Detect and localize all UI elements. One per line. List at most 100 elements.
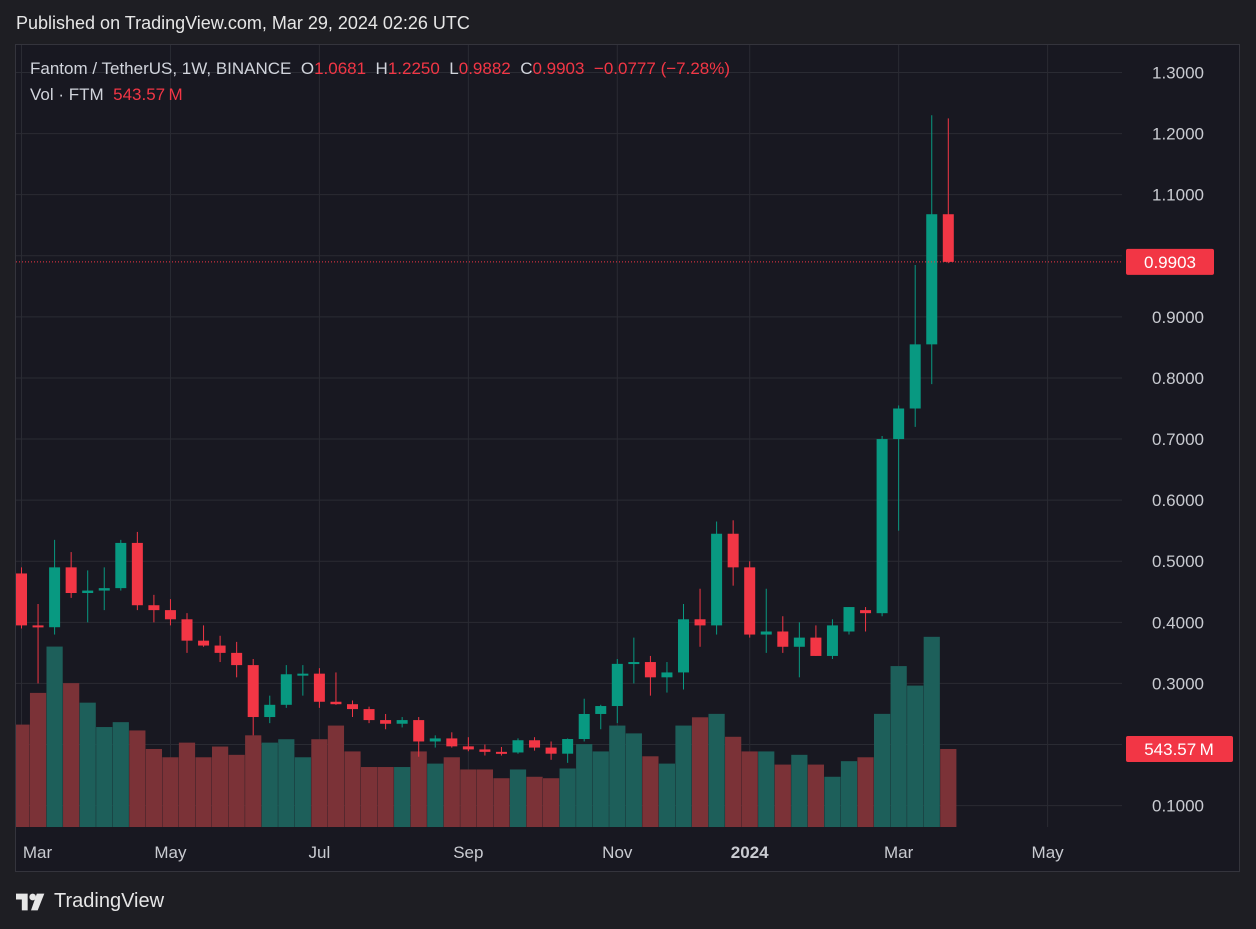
candle-body <box>264 704 276 718</box>
volume-label[interactable]: Vol · FTM <box>30 85 104 104</box>
price-tick-label: 0.4000 <box>1152 613 1204 632</box>
candle-body <box>131 542 143 606</box>
candle-body <box>363 709 375 721</box>
volume-bar <box>96 727 113 827</box>
time-tick-label: Jul <box>309 843 331 862</box>
time-tick-label: Mar <box>884 843 914 862</box>
volume-bar <box>29 692 47 827</box>
candle-body <box>330 701 342 705</box>
candle-body <box>198 640 210 646</box>
volume-bar <box>145 748 162 827</box>
open-label: O <box>300 59 315 78</box>
volume-bar <box>625 733 642 827</box>
candle-body <box>413 720 425 742</box>
candle-body <box>446 738 458 747</box>
volume-bar <box>245 735 262 827</box>
candle-body <box>65 567 77 594</box>
ohlc-legend: Fantom / TetherUS, 1W, BINANCE O1.0681 H… <box>30 59 730 79</box>
candle-body <box>545 747 557 754</box>
candle-body <box>876 439 888 614</box>
candle-body <box>810 637 822 656</box>
volume-bar <box>195 757 212 827</box>
candle-body <box>711 533 723 626</box>
volume-bar <box>609 725 626 827</box>
candle-body <box>429 738 441 742</box>
volume-bar <box>178 742 196 827</box>
price-chart[interactable]: 0.10000.20000.30000.40000.50000.60000.70… <box>16 45 1239 871</box>
candle-body <box>644 662 656 678</box>
candle-body <box>578 713 590 740</box>
last-price-label: 0.9903 <box>1144 253 1196 272</box>
volume-bar <box>162 757 179 827</box>
volume-bar <box>410 751 427 827</box>
volume-bar <box>360 767 378 827</box>
volume-bar <box>543 778 560 827</box>
price-tick-label: 1.1000 <box>1152 186 1204 205</box>
volume-bar <box>675 725 692 827</box>
volume-bar <box>824 776 841 827</box>
price-tick-label: 0.7000 <box>1152 430 1204 449</box>
candle-body <box>297 673 309 676</box>
published-caption: Published on TradingView.com, Mar 29, 20… <box>16 13 470 33</box>
volume-bar <box>278 739 295 827</box>
price-tick-label: 0.3000 <box>1152 674 1204 693</box>
candle-body <box>164 610 176 620</box>
symbol-label[interactable]: Fantom / TetherUS, 1W, BINANCE <box>30 59 292 78</box>
volume-bar <box>658 763 676 827</box>
candle-body <box>462 746 474 750</box>
volume-bar <box>509 769 527 827</box>
volume-bar <box>311 739 328 827</box>
candle-body <box>32 625 44 628</box>
volume-bar <box>344 751 361 827</box>
candle-body <box>495 751 507 754</box>
volume-bar <box>758 751 775 827</box>
volume-bar <box>526 776 543 827</box>
volume-bar <box>691 717 709 827</box>
candle-body <box>926 214 938 345</box>
close-value: 0.9903 <box>532 59 585 78</box>
volume-bar <box>294 757 311 827</box>
candle-body <box>396 720 408 724</box>
candle-body <box>115 542 127 589</box>
candle-body <box>942 214 954 262</box>
candle-body <box>148 605 160 611</box>
price-tick-label: 1.2000 <box>1152 125 1204 144</box>
candle-body <box>280 674 292 705</box>
volume-bar <box>840 761 858 827</box>
volume-bar <box>857 757 874 827</box>
volume-bar <box>642 756 659 827</box>
candle-body <box>843 607 855 632</box>
volume-bar <box>377 767 394 827</box>
last-volume-label: 543.57 M <box>1144 740 1214 759</box>
volume-bar <box>725 736 742 827</box>
chart-panel[interactable]: 0.10000.20000.30000.40000.50000.60000.70… <box>15 44 1240 872</box>
tradingview-logo-icon <box>16 893 45 910</box>
candle-body <box>479 749 491 752</box>
time-tick-label: May <box>154 843 187 862</box>
candle-body <box>909 344 921 409</box>
candle-body <box>793 637 805 647</box>
candle-body <box>529 740 541 748</box>
candle-body <box>826 625 838 656</box>
volume-bar <box>708 713 725 827</box>
time-tick-label: May <box>1032 843 1065 862</box>
volume-bar <box>212 746 229 827</box>
candle-body <box>214 645 226 653</box>
volume-bar <box>427 763 444 827</box>
volume-bar <box>327 725 345 827</box>
volume-bar <box>559 768 576 827</box>
open-value: 1.0681 <box>314 59 367 78</box>
candle-body <box>181 619 193 641</box>
low-value: 0.9882 <box>458 59 511 78</box>
volume-bar <box>493 778 510 827</box>
tradingview-logo[interactable]: TradingView <box>16 890 164 913</box>
candle-body <box>347 704 358 710</box>
volume-bar <box>129 730 146 827</box>
volume-bar <box>576 744 593 827</box>
candle-body <box>313 673 325 702</box>
time-tick-label: 2024 <box>731 843 769 862</box>
volume-legend: Vol · FTM 543.57 M <box>30 85 183 105</box>
volume-bar <box>791 754 808 827</box>
candle-body <box>247 665 259 718</box>
price-tick-label: 0.9000 <box>1152 308 1204 327</box>
